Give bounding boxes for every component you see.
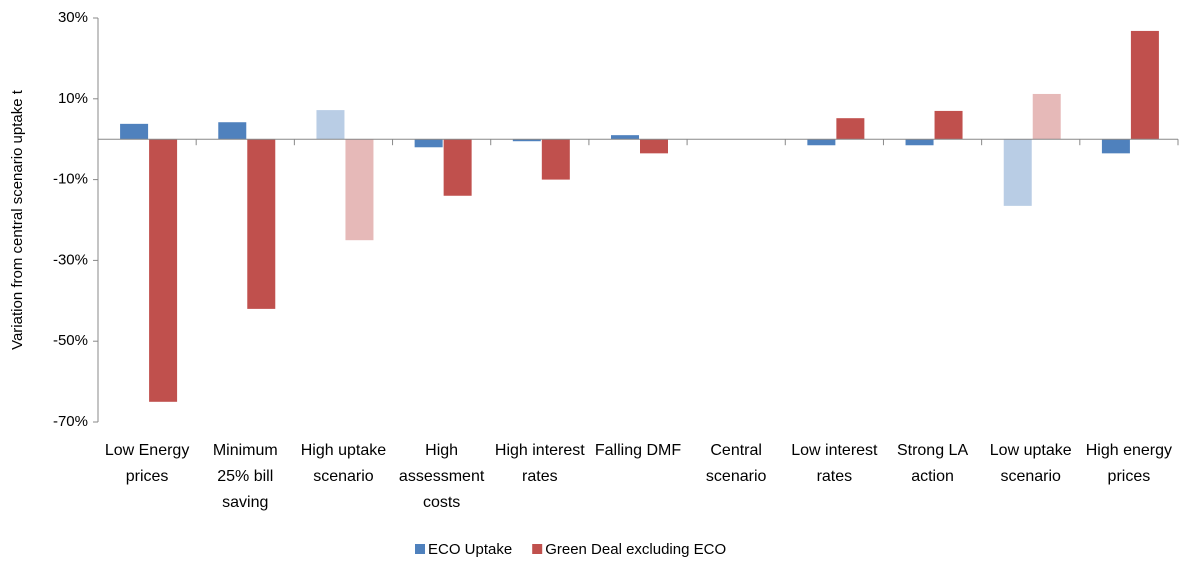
- bar: [905, 139, 934, 146]
- bar: [807, 139, 836, 146]
- y-tick-label: -30%: [53, 251, 88, 268]
- bar: [1101, 139, 1130, 154]
- x-tick-label: Low interest rates: [791, 442, 878, 485]
- bar: [218, 122, 247, 140]
- x-tick-label: High uptake scenario: [300, 442, 387, 485]
- bar: [640, 139, 668, 154]
- y-tick-label: -70%: [53, 413, 88, 430]
- y-tick-label: -50%: [53, 332, 88, 349]
- x-tick-label: Central scenario: [705, 442, 767, 485]
- bar: [414, 139, 443, 148]
- legend-label: ECO Uptake: [428, 541, 512, 558]
- bar: [149, 139, 178, 402]
- bar: [836, 118, 865, 140]
- bar: [443, 139, 472, 196]
- bar: [541, 139, 570, 180]
- bar: [1032, 93, 1061, 140]
- y-tick-label: 30%: [58, 9, 88, 26]
- y-tick-label: 10%: [58, 90, 88, 107]
- x-tick-label: Minimum 25% bill saving: [212, 442, 278, 511]
- bar: [120, 123, 149, 140]
- bar: [512, 139, 541, 142]
- bar: [1130, 30, 1159, 140]
- x-tick-label: High assessment costs: [398, 442, 485, 511]
- bar: [345, 139, 374, 241]
- x-tick-label: Low uptake scenario: [989, 442, 1072, 485]
- x-tick-label: Falling DMF: [594, 442, 682, 459]
- x-tick-label: High interest rates: [494, 442, 585, 485]
- bar: [611, 135, 639, 140]
- x-tick-label: Strong LA action: [896, 442, 969, 485]
- y-axis-label: Variation from central scenario uptake t: [9, 89, 26, 350]
- y-tick-label: -10%: [53, 171, 88, 188]
- bar: [316, 110, 345, 140]
- legend-label: Green Deal excluding ECO: [545, 541, 726, 558]
- bar: [934, 110, 963, 140]
- x-tick-label: High energy prices: [1085, 442, 1173, 485]
- x-tick-label: Low Energy prices: [104, 442, 190, 485]
- bar: [1003, 139, 1032, 206]
- bar: [247, 139, 276, 309]
- legend-swatch: [532, 544, 543, 554]
- legend-swatch: [415, 544, 425, 554]
